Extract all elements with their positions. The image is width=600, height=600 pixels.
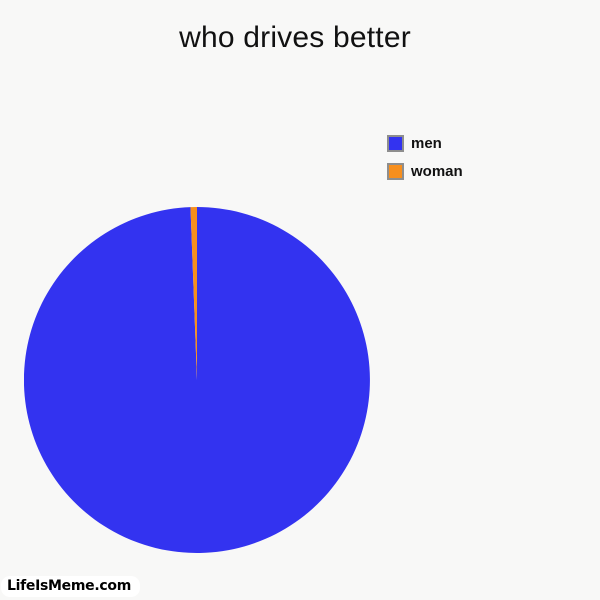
pie-slice-woman xyxy=(190,206,197,380)
legend-item-men: men xyxy=(387,135,463,152)
legend-label-men: men xyxy=(411,135,442,152)
pie-chart-container xyxy=(23,206,370,553)
legend-swatch-men xyxy=(387,135,404,152)
chart-title: who drives better xyxy=(179,21,411,54)
legend-item-woman: woman xyxy=(387,163,463,180)
legend-label-woman: woman xyxy=(411,163,463,180)
legend-swatch-woman xyxy=(387,163,404,180)
chart-legend: men woman xyxy=(387,135,463,180)
pie-chart xyxy=(23,206,370,553)
pie-slice-men xyxy=(23,207,370,553)
watermark: LifeIsMeme.com xyxy=(1,576,140,597)
